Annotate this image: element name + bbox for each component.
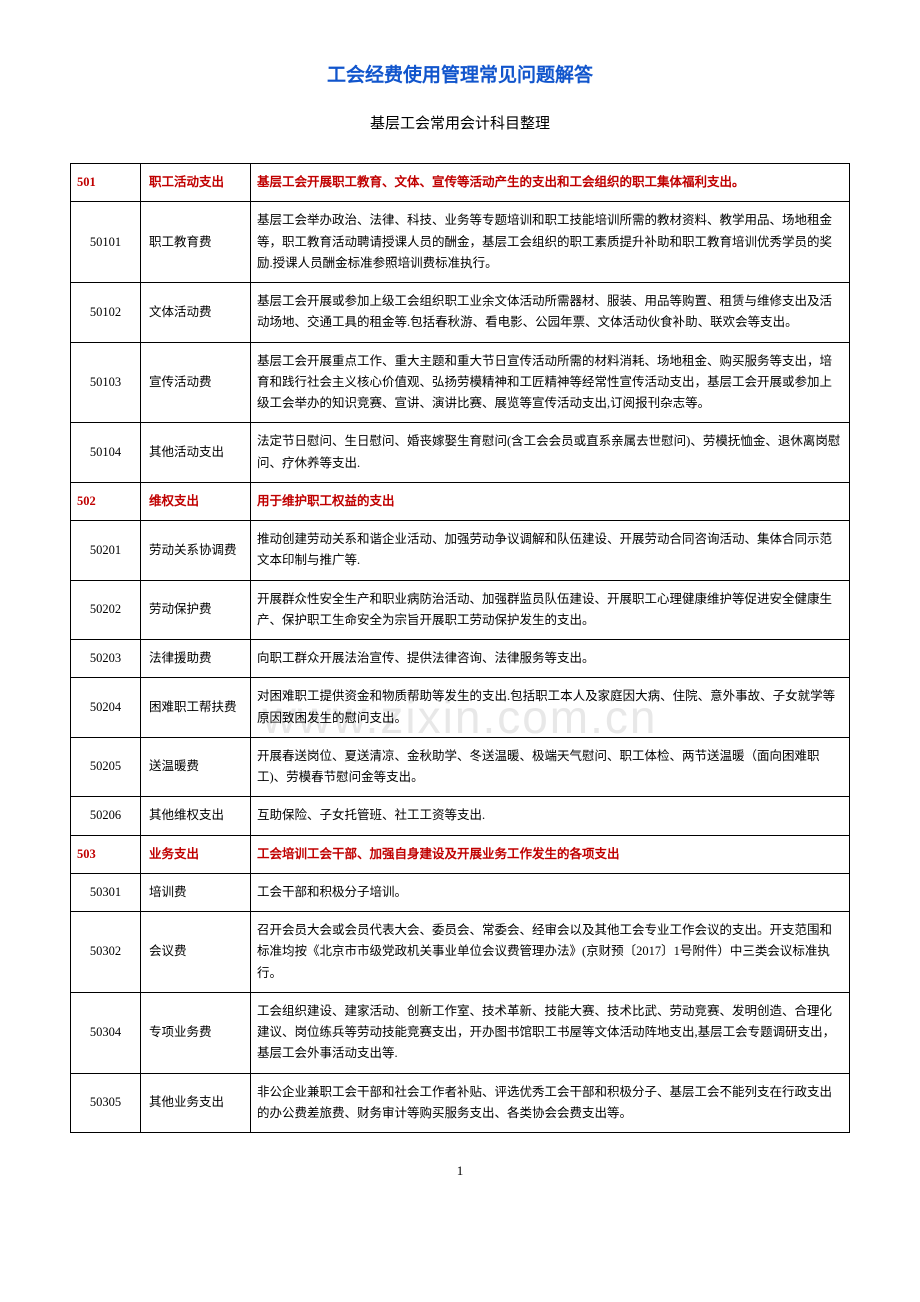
cell-description: 对困难职工提供资金和物质帮助等发生的支出.包括职工本人及家庭因大病、住院、意外事… <box>251 678 850 738</box>
cell-description: 基层工会开展职工教育、文体、宣传等活动产生的支出和工会组织的职工集体福利支出。 <box>251 164 850 202</box>
cell-name: 送温暖费 <box>141 737 251 797</box>
table-row: 50204困难职工帮扶费对困难职工提供资金和物质帮助等发生的支出.包括职工本人及… <box>71 678 850 738</box>
table-row: 50202劳动保护费开展群众性安全生产和职业病防治活动、加强群监员队伍建设、开展… <box>71 580 850 640</box>
cell-name: 其他活动支出 <box>141 423 251 483</box>
cell-description: 开展春送岗位、夏送清凉、金秋助学、冬送温暖、极端天气慰问、职工体检、两节送温暖（… <box>251 737 850 797</box>
cell-code: 50301 <box>71 873 141 911</box>
cell-name: 专项业务费 <box>141 992 251 1073</box>
cell-description: 用于维护职工权益的支出 <box>251 482 850 520</box>
cell-name: 文体活动费 <box>141 283 251 343</box>
table-row: 502维权支出用于维护职工权益的支出 <box>71 482 850 520</box>
cell-code: 50104 <box>71 423 141 483</box>
page-number: 1 <box>70 1163 850 1179</box>
table-row: 50203法律援助费向职工群众开展法治宣传、提供法律咨询、法律服务等支出。 <box>71 640 850 678</box>
cell-name: 劳动关系协调费 <box>141 521 251 581</box>
table-row: 50304专项业务费工会组织建设、建家活动、创新工作室、技术革新、技能大赛、技术… <box>71 992 850 1073</box>
table-row: 50104其他活动支出法定节日慰问、生日慰问、婚丧嫁娶生育慰问(含工会会员或直系… <box>71 423 850 483</box>
cell-description: 工会组织建设、建家活动、创新工作室、技术革新、技能大赛、技术比武、劳动竞赛、发明… <box>251 992 850 1073</box>
table-row: 50301培训费工会干部和积极分子培训。 <box>71 873 850 911</box>
table-row: 501职工活动支出基层工会开展职工教育、文体、宣传等活动产生的支出和工会组织的职… <box>71 164 850 202</box>
cell-code: 50206 <box>71 797 141 835</box>
cell-code: 50101 <box>71 202 141 283</box>
cell-name: 法律援助费 <box>141 640 251 678</box>
table-row: 50205送温暖费开展春送岗位、夏送清凉、金秋助学、冬送温暖、极端天气慰问、职工… <box>71 737 850 797</box>
cell-name: 其他维权支出 <box>141 797 251 835</box>
cell-code: 50305 <box>71 1073 141 1133</box>
cell-code: 50201 <box>71 521 141 581</box>
table-row: 50103宣传活动费基层工会开展重点工作、重大主题和重大节日宣传活动所需的材料消… <box>71 342 850 423</box>
cell-description: 法定节日慰问、生日慰问、婚丧嫁娶生育慰问(含工会会员或直系亲属去世慰问)、劳模抚… <box>251 423 850 483</box>
cell-name: 会议费 <box>141 912 251 993</box>
cell-name: 培训费 <box>141 873 251 911</box>
table-row: 50206其他维权支出互助保险、子女托管班、社工工资等支出. <box>71 797 850 835</box>
cell-description: 互助保险、子女托管班、社工工资等支出. <box>251 797 850 835</box>
accounting-subjects-table: 501职工活动支出基层工会开展职工教育、文体、宣传等活动产生的支出和工会组织的职… <box>70 163 850 1133</box>
cell-name: 业务支出 <box>141 835 251 873</box>
cell-code: 50102 <box>71 283 141 343</box>
cell-description: 工会培训工会干部、加强自身建设及开展业务工作发生的各项支出 <box>251 835 850 873</box>
cell-name: 劳动保护费 <box>141 580 251 640</box>
cell-name: 维权支出 <box>141 482 251 520</box>
cell-code: 50302 <box>71 912 141 993</box>
table-row: 50101职工教育费基层工会举办政治、法律、科技、业务等专题培训和职工技能培训所… <box>71 202 850 283</box>
cell-description: 基层工会开展或参加上级工会组织职工业余文体活动所需器材、服装、用品等购置、租赁与… <box>251 283 850 343</box>
cell-name: 困难职工帮扶费 <box>141 678 251 738</box>
cell-description: 向职工群众开展法治宣传、提供法律咨询、法律服务等支出。 <box>251 640 850 678</box>
table-row: 50302会议费召开会员大会或会员代表大会、委员会、常委会、经审会以及其他工会专… <box>71 912 850 993</box>
table-row: 50102文体活动费基层工会开展或参加上级工会组织职工业余文体活动所需器材、服装… <box>71 283 850 343</box>
table-row: 503业务支出工会培训工会干部、加强自身建设及开展业务工作发生的各项支出 <box>71 835 850 873</box>
page-subtitle: 基层工会常用会计科目整理 <box>70 112 850 133</box>
cell-description: 推动创建劳动关系和谐企业活动、加强劳动争议调解和队伍建设、开展劳动合同咨询活动、… <box>251 521 850 581</box>
cell-description: 开展群众性安全生产和职业病防治活动、加强群监员队伍建设、开展职工心理健康维护等促… <box>251 580 850 640</box>
cell-code: 50204 <box>71 678 141 738</box>
cell-code: 503 <box>71 835 141 873</box>
cell-code: 501 <box>71 164 141 202</box>
cell-code: 50202 <box>71 580 141 640</box>
cell-name: 职工教育费 <box>141 202 251 283</box>
cell-code: 50205 <box>71 737 141 797</box>
table-row: 50305其他业务支出非公企业兼职工会干部和社会工作者补贴、评选优秀工会干部和积… <box>71 1073 850 1133</box>
table-row: 50201劳动关系协调费推动创建劳动关系和谐企业活动、加强劳动争议调解和队伍建设… <box>71 521 850 581</box>
cell-name: 其他业务支出 <box>141 1073 251 1133</box>
cell-name: 职工活动支出 <box>141 164 251 202</box>
cell-description: 工会干部和积极分子培训。 <box>251 873 850 911</box>
cell-description: 非公企业兼职工会干部和社会工作者补贴、评选优秀工会干部和积极分子、基层工会不能列… <box>251 1073 850 1133</box>
cell-description: 基层工会开展重点工作、重大主题和重大节日宣传活动所需的材料消耗、场地租金、购买服… <box>251 342 850 423</box>
cell-name: 宣传活动费 <box>141 342 251 423</box>
cell-description: 召开会员大会或会员代表大会、委员会、常委会、经审会以及其他工会专业工作会议的支出… <box>251 912 850 993</box>
cell-code: 502 <box>71 482 141 520</box>
cell-code: 50103 <box>71 342 141 423</box>
cell-code: 50304 <box>71 992 141 1073</box>
page-title: 工会经费使用管理常见问题解答 <box>70 60 850 87</box>
cell-code: 50203 <box>71 640 141 678</box>
cell-description: 基层工会举办政治、法律、科技、业务等专题培训和职工技能培训所需的教材资料、教学用… <box>251 202 850 283</box>
